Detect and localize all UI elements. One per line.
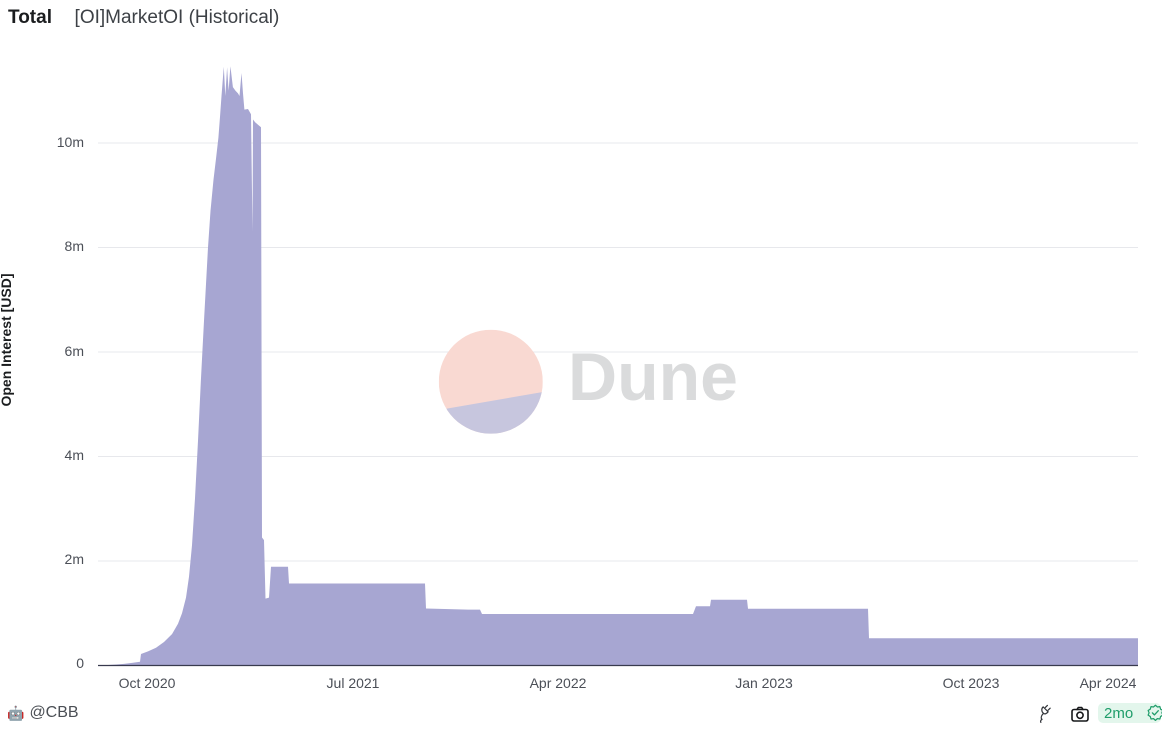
- svg-text:Dune: Dune: [568, 339, 738, 415]
